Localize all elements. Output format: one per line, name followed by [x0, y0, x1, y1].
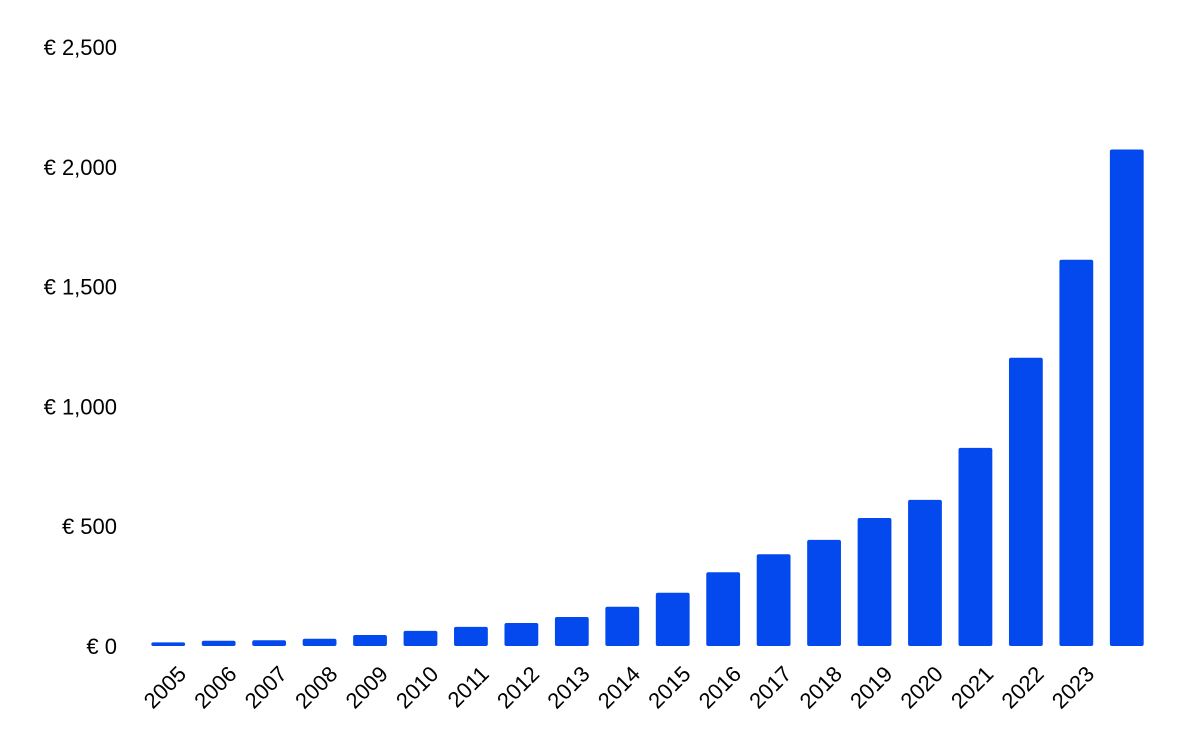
- bar: [454, 626, 488, 646]
- y-tick-label: € 1,000: [44, 394, 117, 419]
- x-tick-label: 2016: [694, 661, 746, 713]
- y-tick-label: € 2,500: [44, 35, 117, 60]
- y-tick-label: € 1,500: [44, 275, 117, 300]
- bar: [807, 539, 841, 646]
- bar: [504, 622, 539, 646]
- bars: [151, 149, 1144, 646]
- x-tick-label: 2006: [189, 661, 241, 713]
- y-tick-label: € 2,000: [44, 155, 117, 180]
- x-tick-label: 2022: [996, 661, 1048, 713]
- bar: [605, 606, 640, 646]
- y-tick-label: € 0: [86, 634, 117, 659]
- bar: [1008, 357, 1043, 646]
- bar: [706, 572, 741, 646]
- bar: [403, 630, 438, 646]
- bar: [201, 640, 236, 646]
- bar: [1109, 149, 1144, 646]
- bar: [151, 642, 186, 646]
- y-tick-label: € 500: [62, 514, 117, 539]
- bar: [756, 554, 791, 646]
- bar: [554, 617, 589, 646]
- x-tick-label: 2021: [946, 661, 998, 713]
- x-tick-label: 2019: [845, 661, 897, 713]
- x-tick-label: 2011: [443, 661, 494, 712]
- x-tick-label: 2015: [643, 661, 695, 713]
- bar: [353, 634, 387, 646]
- bar: [857, 518, 892, 646]
- x-tick-label: 2020: [896, 661, 948, 713]
- x-tick-label: 2018: [795, 661, 847, 713]
- bar: [958, 447, 993, 646]
- x-tick-label: 2008: [290, 661, 342, 713]
- bar: [302, 638, 337, 646]
- bar: [1059, 259, 1094, 646]
- bar: [908, 499, 942, 646]
- bar: [252, 640, 287, 646]
- x-tick-label: 2013: [542, 661, 594, 713]
- x-tick-label: 2014: [593, 661, 645, 713]
- x-tick-label: 2017: [744, 661, 796, 713]
- x-tick-label: 2012: [492, 661, 544, 713]
- x-tick-label: 2010: [391, 661, 443, 713]
- x-tick-label: 2023: [1047, 661, 1099, 713]
- x-tick-label: 2009: [341, 661, 393, 713]
- x-tick-label: 2007: [240, 661, 292, 713]
- x-tick-label: 2005: [139, 661, 191, 713]
- y-axis: € 0 € 500 € 1,000 € 1,500 € 2,000 € 2,500: [44, 35, 117, 659]
- bar: [655, 592, 690, 646]
